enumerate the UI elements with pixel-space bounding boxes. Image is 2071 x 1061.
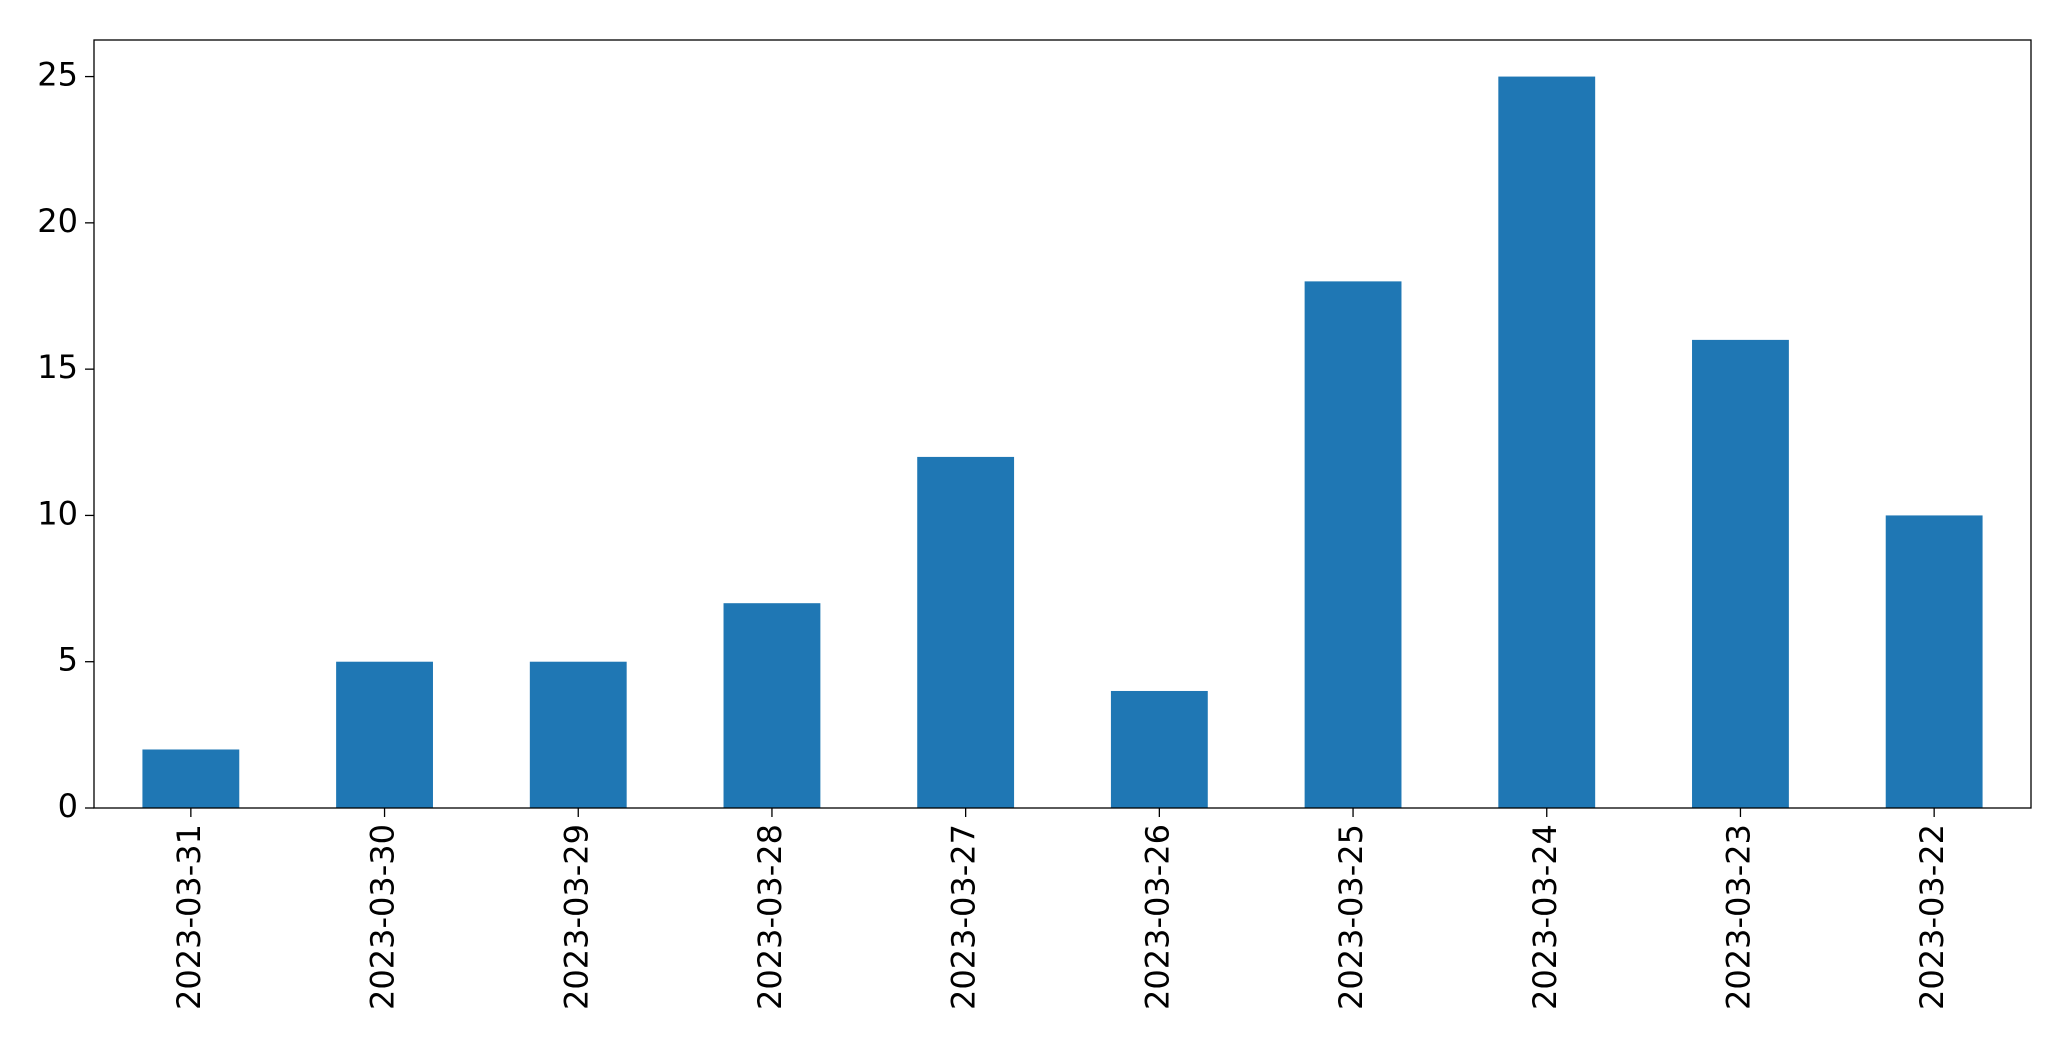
bar [1110, 690, 1208, 808]
plot-frame [93, 39, 2032, 809]
bar [1498, 76, 1596, 809]
x-tick-label: 2023-03-24 [1526, 824, 1564, 1010]
y-tick-label: 15 [37, 348, 78, 386]
bar [1304, 281, 1402, 808]
bar [336, 661, 433, 808]
bar [1692, 339, 1789, 808]
x-tick-label: 2023-03-23 [1719, 824, 1757, 1010]
y-tick-label: 20 [37, 202, 78, 240]
x-tick-label: 2023-03-30 [364, 824, 402, 1010]
x-tick-label: 2023-03-22 [1913, 824, 1951, 1010]
x-tick-label: 2023-03-27 [945, 824, 983, 1010]
bar [529, 661, 627, 808]
x-tick-label: 2023-03-26 [1138, 824, 1176, 1010]
x-tick-label: 2023-03-31 [170, 824, 208, 1010]
bar [142, 749, 240, 808]
y-tick-label: 10 [37, 494, 78, 532]
bar [917, 456, 1015, 808]
y-tick-label: 0 [58, 787, 78, 825]
bar [723, 603, 821, 808]
x-tick-label: 2023-03-25 [1332, 824, 1370, 1010]
y-tick-label: 5 [58, 641, 78, 679]
bar [1885, 515, 1983, 808]
y-tick-label: 25 [37, 56, 78, 94]
x-tick-label: 2023-03-28 [751, 824, 789, 1010]
x-tick-label: 2023-03-29 [557, 824, 595, 1010]
